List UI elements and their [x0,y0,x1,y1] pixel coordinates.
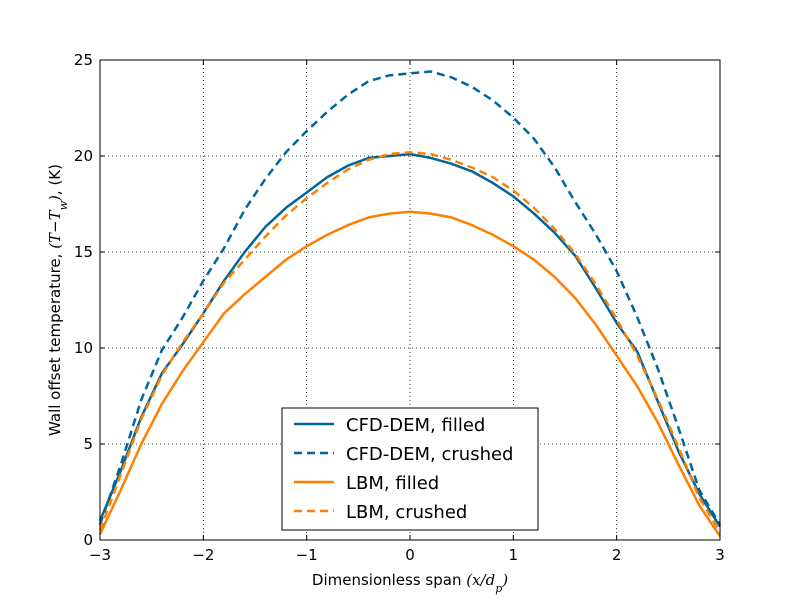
y-axis-label: Wall offset temperature, (T−Tw), (K) [46,164,70,436]
y-axis-label-math: (T−Tw) [46,195,70,249]
y-tick-label: 25 [74,51,93,69]
x-tick-label: −3 [89,546,111,564]
grid [100,60,720,540]
x-tick-label: 1 [509,546,519,564]
legend-label: CFD-DEM, crushed [346,444,513,465]
y-axis-label-text: Wall offset temperature, [46,249,64,436]
y-tick-label: 5 [83,435,93,453]
legend-label: LBM, filled [346,473,439,494]
x-axis-label: Dimensionless span (x/dp) [312,571,508,595]
y-tick-label: 0 [83,531,93,549]
legend-box [281,407,539,531]
series-line-3 [98,210,722,537]
series-line-4 [98,150,722,533]
y-tick-label: 15 [74,243,93,261]
y-tick-label: 10 [74,339,93,357]
y-axis-label-unit: , (K) [46,164,64,195]
ticks: −3 −2 −1 0 1 2 3 0 5 10 15 20 25 [74,51,725,564]
legend-label: LBM, crushed [346,502,467,523]
x-tick-label: −2 [192,546,214,564]
legend: CFD-DEM, filled CFD-DEM, crushed LBM, fill… [281,407,539,531]
x-axis-label-math: (x/dp) [466,571,508,595]
legend-label: CFD-DEM, filled [346,415,485,436]
x-tick-label: 2 [612,546,622,564]
x-axis-label-text: Dimensionless span [312,571,466,589]
x-tick-label: 3 [715,546,725,564]
series-layer [98,70,722,537]
series-line-2 [98,70,722,526]
x-tick-label: −1 [296,546,318,564]
y-tick-label: 20 [74,147,93,165]
x-tick-label: 0 [405,546,415,564]
